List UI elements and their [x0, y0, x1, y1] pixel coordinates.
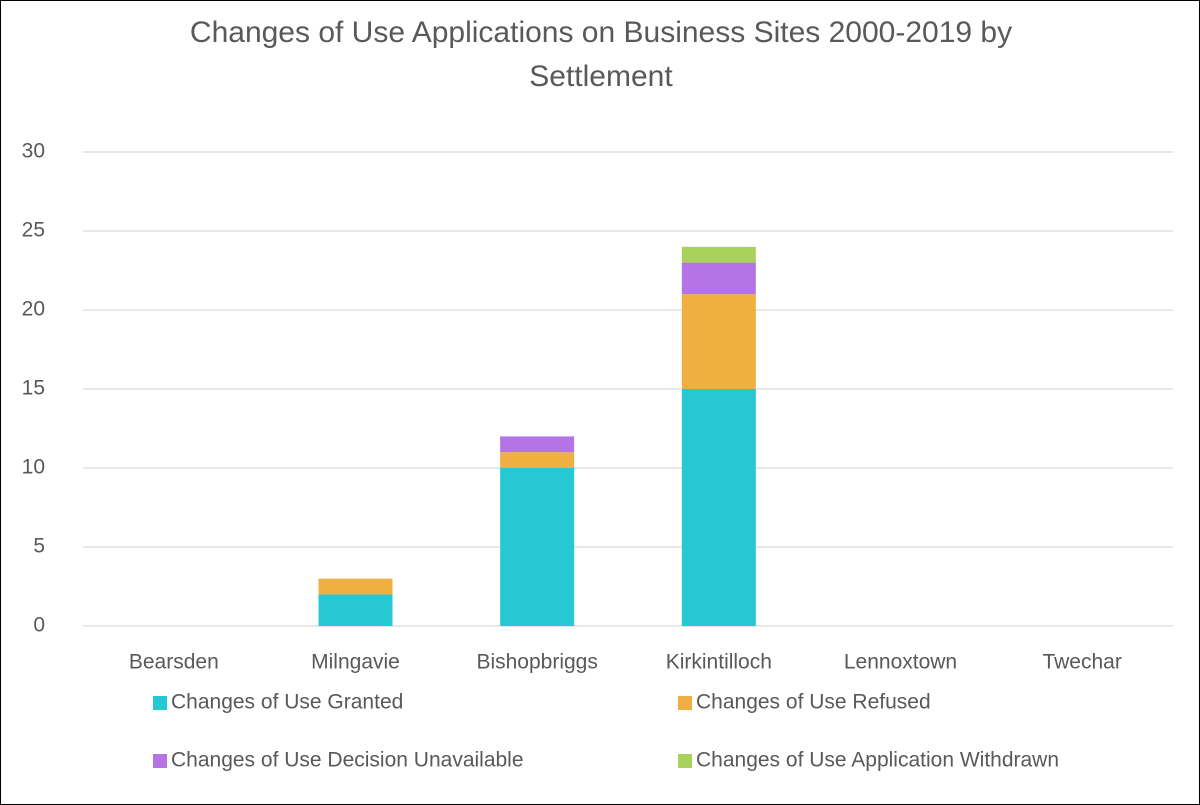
bar-segment [681, 262, 756, 295]
legend-label: Changes of Use Application Withdrawn [696, 749, 1059, 772]
bar-segment [318, 578, 393, 595]
legend-swatch [153, 754, 167, 768]
legend-label: Changes of Use Granted [171, 691, 403, 714]
bar-segment [681, 294, 756, 389]
y-tick-label: 10 [22, 456, 45, 479]
bar-segment [500, 452, 575, 468]
y-tick-label: 5 [33, 535, 45, 558]
legend-label: Changes of Use Decision Unavailable [171, 749, 524, 772]
bar-segment [681, 246, 756, 263]
bar-segment [681, 389, 756, 626]
x-tick-label: Bishopbriggs [476, 651, 597, 674]
y-tick-label: 0 [33, 614, 45, 637]
legend-swatch [678, 754, 692, 768]
chart-title: Changes of Use Applications on Business … [189, 16, 1013, 93]
x-tick-label: Twechar [1042, 651, 1121, 674]
legend-label: Changes of Use Refused [696, 691, 931, 714]
x-tick-label: Milngavie [311, 651, 400, 674]
y-tick-label: 25 [22, 219, 45, 242]
y-tick-label: 30 [22, 140, 45, 163]
legend-swatch [153, 696, 167, 710]
bar-segment [500, 468, 575, 626]
x-tick-label: Bearsden [129, 651, 219, 674]
bar-segment [318, 594, 393, 626]
y-tick-label: 20 [22, 298, 45, 321]
x-tick-label: Lennoxtown [844, 651, 957, 674]
legend-swatch [678, 696, 692, 710]
bar-segment [500, 436, 575, 453]
y-tick-label: 15 [22, 377, 45, 400]
x-tick-label: Kirkintilloch [666, 651, 772, 674]
